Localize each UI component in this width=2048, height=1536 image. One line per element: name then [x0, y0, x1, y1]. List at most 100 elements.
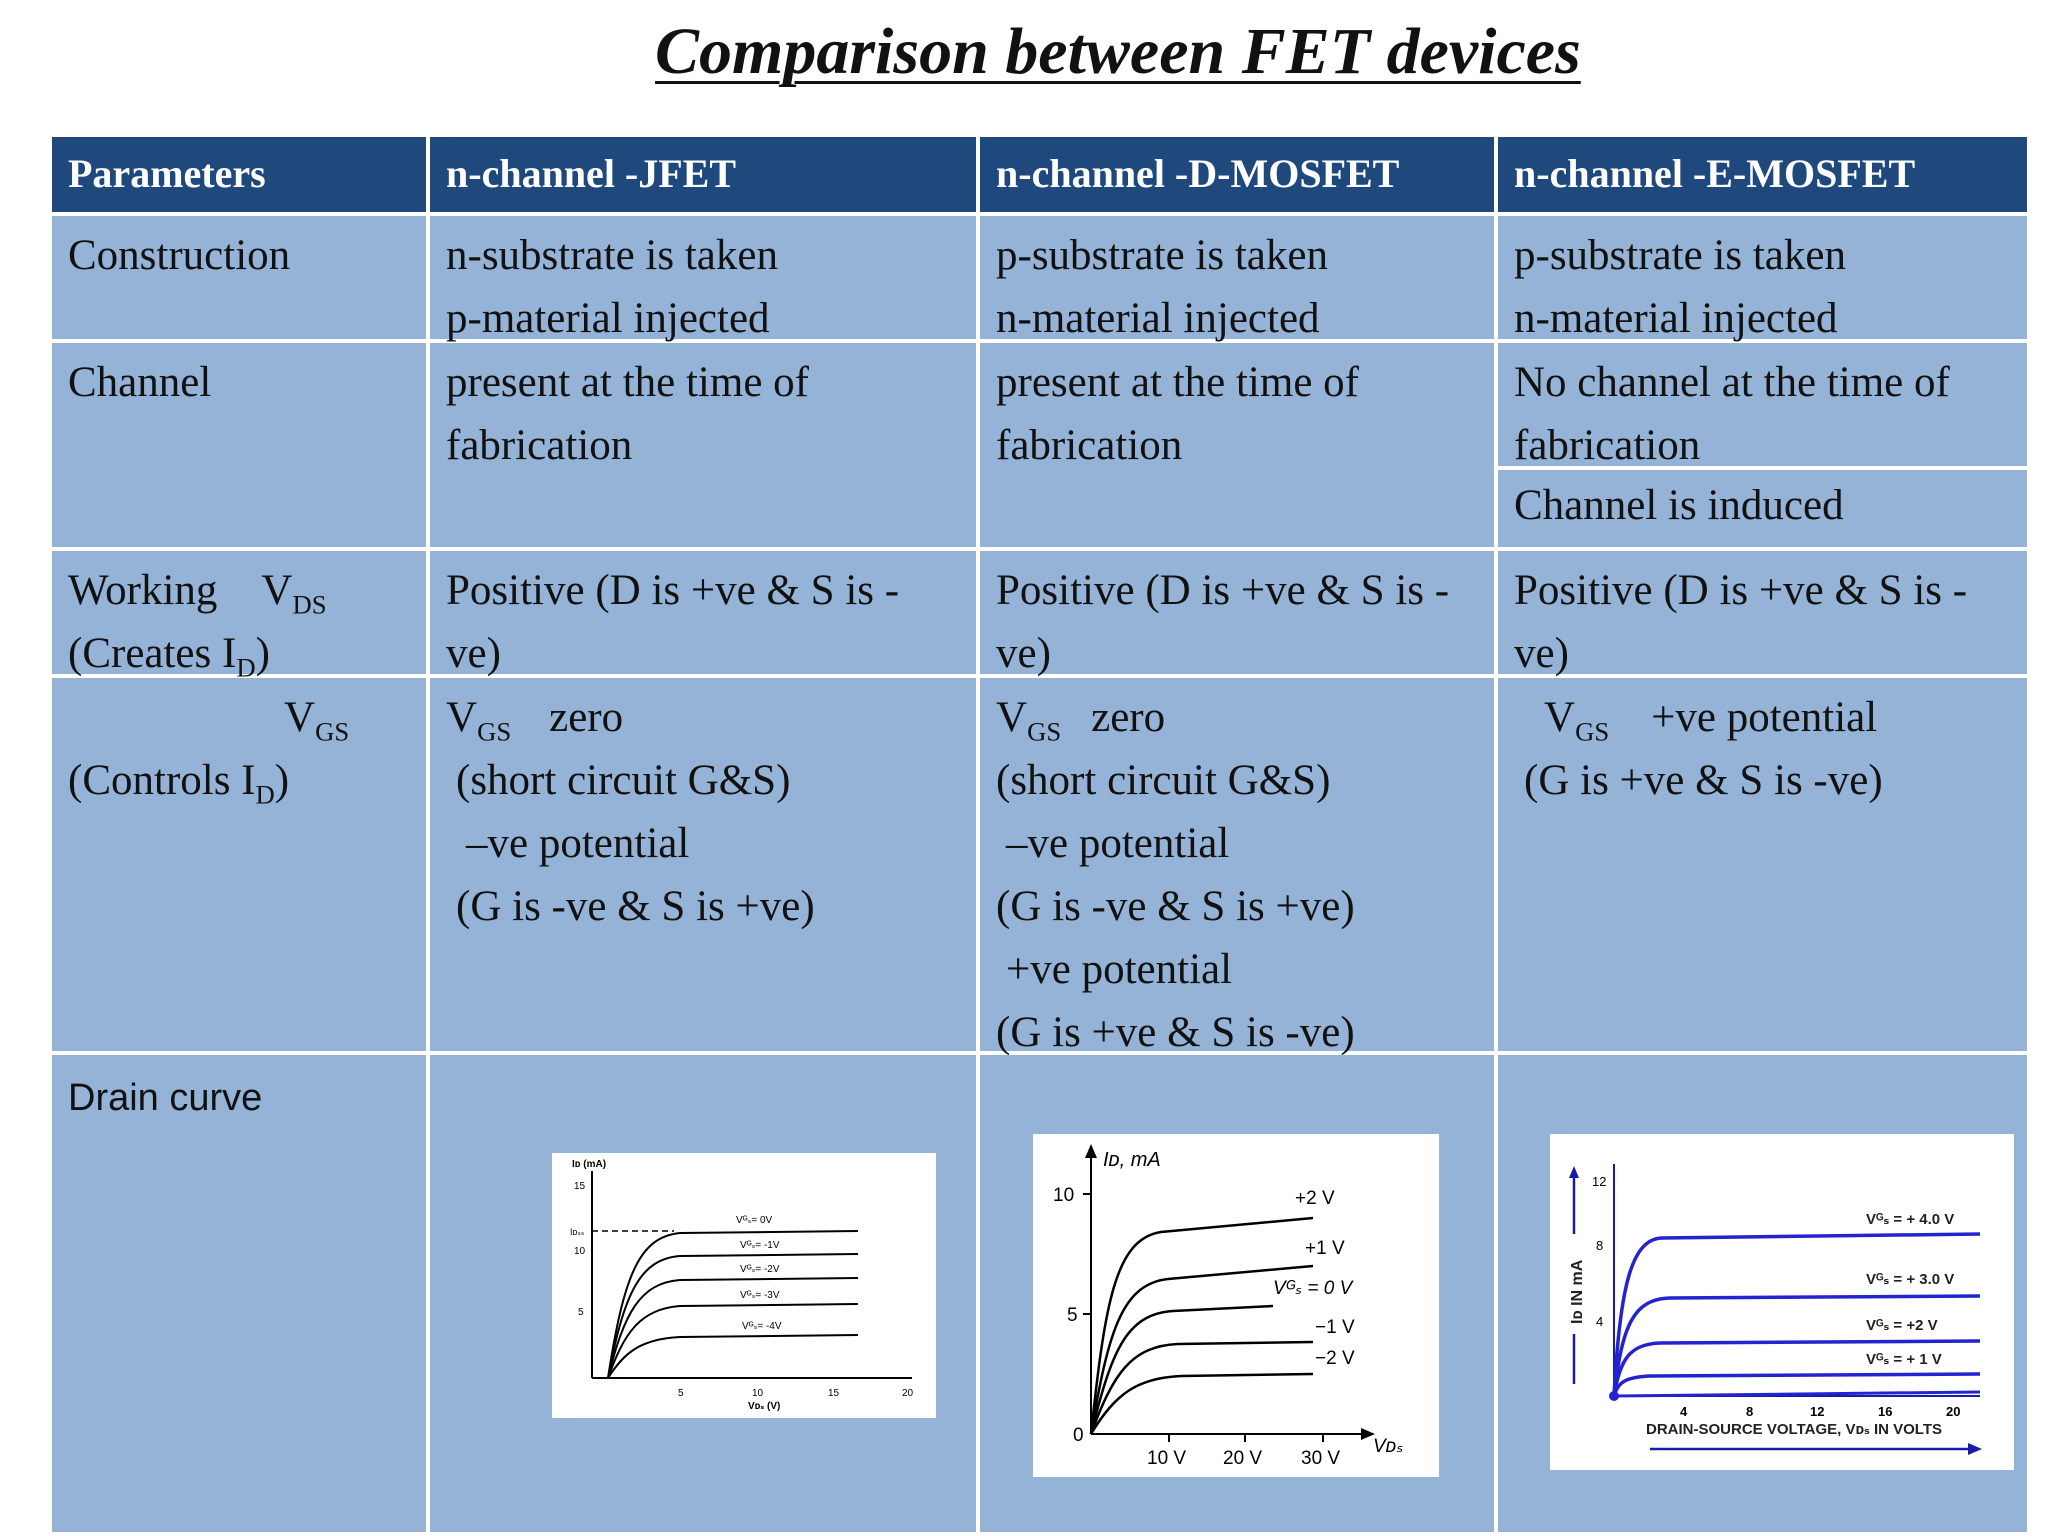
emos-y-axis-label: Iᴅ IN mA — [1569, 1259, 1586, 1324]
row-construction-label: Construction — [52, 216, 426, 339]
dmos-y-axis-label: Iᴅ, mA — [1103, 1149, 1161, 1171]
header-emosfet: n-channel -E-MOSFET — [1498, 137, 2027, 212]
jfet-x-tick: 15 — [828, 1388, 840, 1399]
dmos-x-arrow-icon — [1361, 1428, 1375, 1440]
header-parameters: Parameters — [52, 137, 426, 212]
jfet-x-axis-label: Vᴅₛ (V) — [748, 1401, 780, 1412]
dmos-curve-plus1v — [1089, 1264, 1314, 1435]
dmos-y-tick: 5 — [1067, 1305, 1078, 1326]
emos-x-tick: 20 — [1946, 1404, 1960, 1419]
jfet-curve-minus1v — [607, 1253, 859, 1379]
vgs-emosfet: VGS +ve potential (G is +ve & S is -ve) — [1498, 678, 2027, 1051]
working-creates-line: (Creates ID) — [68, 630, 270, 683]
channel-emosfet-induced: Channel is induced — [1498, 470, 2027, 547]
dmos-curve-minus2v — [1089, 1372, 1314, 1435]
jfet-idss-mark: Iᴅₛₛ — [570, 1227, 584, 1237]
construction-jfet-line: p-material injected — [446, 295, 770, 342]
vgs-emosfet-line: VGS +ve potential — [1544, 694, 1878, 747]
emos-origin-dot — [1609, 1391, 1619, 1401]
emos-x-tick: 4 — [1680, 1404, 1688, 1419]
jfet-curve-label: Vᴳₛ= -1V — [740, 1240, 780, 1251]
emos-curve-plus3v — [1612, 1294, 1981, 1397]
jfet-x-tick: 10 — [752, 1388, 764, 1399]
vgs-jfet-line: –ve potential — [466, 820, 690, 867]
comparison-table: Parameters n-channel -JFET n-channel -D-… — [52, 137, 2027, 1532]
emos-curve-label: Vᴳₛ = + 4.0 V — [1866, 1211, 1954, 1228]
dmos-x-tick: 20 V — [1223, 1448, 1262, 1469]
emos-x-right-arrow-icon — [1968, 1443, 1982, 1455]
jfet-y-tick: 15 — [574, 1181, 586, 1192]
channel-label: Channel — [68, 359, 212, 406]
dmos-y-tick: 0 — [1073, 1425, 1084, 1446]
jfet-drain-svg: Iᴅ (mA) 15 10 5 Iᴅₛₛ 5 10 15 20 Vᴅₛ (V) … — [570, 1159, 914, 1412]
jfet-y-tick: 5 — [578, 1307, 584, 1318]
working-emosfet-line: Positive (D is +ve & S is - — [1514, 567, 1968, 614]
dmos-curve-plus2v — [1089, 1216, 1314, 1435]
emos-y-tick: 8 — [1596, 1238, 1603, 1253]
drain-curve-label: Drain curve — [68, 1077, 263, 1119]
jfet-curve-minus2v — [607, 1277, 859, 1379]
jfet-curve-label: Vᴳₛ= -3V — [740, 1290, 780, 1301]
channel-emosfet-line: No channel at the time of — [1514, 359, 1950, 406]
jfet-x-tick: 5 — [678, 1388, 684, 1399]
construction-dmosfet-line: p-substrate is taken — [996, 232, 1328, 279]
dmos-curve-label: +1 V — [1305, 1238, 1345, 1259]
construction-jfet: n-substrate is taken p-material injected — [430, 216, 976, 342]
construction-emosfet-line: n-material injected — [1514, 295, 1838, 342]
working-emosfet-line: ve) — [1514, 630, 1569, 677]
working-emosfet: Positive (D is +ve & S is - ve) — [1498, 551, 2027, 677]
vgs-jfet-line: VGS zero — [446, 694, 624, 747]
jfet-curve-0v — [607, 1230, 859, 1379]
vgs-dmosfet-line: +ve potential — [1006, 946, 1233, 993]
jfet-drain-plot: Iᴅ (mA) 15 10 5 Iᴅₛₛ 5 10 15 20 Vᴅₛ (V) … — [552, 1153, 936, 1418]
dmos-y-arrow-icon — [1085, 1144, 1097, 1158]
vgs-dmosfet-line: VGS zero — [996, 694, 1166, 747]
construction-emosfet: p-substrate is taken n-material injected — [1498, 216, 2027, 342]
emos-curve-plus4v — [1612, 1232, 1981, 1397]
header-dmosfet: n-channel -D-MOSFET — [980, 137, 1494, 212]
jfet-y-tick: 10 — [574, 1246, 586, 1257]
construction-dmosfet-line: n-material injected — [996, 295, 1320, 342]
emos-x-tick: 8 — [1746, 1404, 1753, 1419]
emos-curve-label: Vᴳₛ = + 3.0 V — [1866, 1271, 1954, 1288]
construction-jfet-line: n-substrate is taken — [446, 232, 778, 279]
vgs-dmosfet-line: (G is +ve & S is -ve) — [996, 1009, 1355, 1056]
channel-emosfet-line: fabrication — [1514, 422, 1701, 469]
emos-curve-label: Vᴳₛ = +2 V — [1866, 1317, 1938, 1334]
channel-jfet-line: present at the time of — [446, 359, 809, 406]
working-jfet-line: Positive (D is +ve & S is - — [446, 567, 900, 614]
construction-label: Construction — [68, 232, 291, 279]
vgs-dmosfet-line: (short circuit G&S) — [996, 757, 1331, 804]
emosfet-drain-svg: Iᴅ IN mA 12 8 4 4 8 12 16 20 DRAIN-SOURC… — [1569, 1164, 1982, 1455]
dmosfet-drain-svg: Iᴅ, mA 10 5 0 10 V 20 V 30 V Vᴅₛ +2 V +1… — [1053, 1144, 1403, 1469]
vgs-jfet: VGS zero (short circuit G&S) –ve potentia… — [430, 678, 976, 1051]
working-dmosfet-line: ve) — [996, 630, 1051, 677]
dmosfet-drain-plot: Iᴅ, mA 10 5 0 10 V 20 V 30 V Vᴅₛ +2 V +1… — [1033, 1134, 1439, 1477]
dmos-x-tick: 30 V — [1301, 1448, 1340, 1469]
dmos-x-tick: 10 V — [1147, 1448, 1186, 1469]
dmos-curve-label: −2 V — [1315, 1348, 1355, 1369]
dmos-curve-0v — [1089, 1304, 1274, 1435]
construction-dmosfet: p-substrate is taken n-material injected — [980, 216, 1494, 342]
working-jfet-line: ve) — [446, 630, 501, 677]
emos-x-axis-label: DRAIN-SOURCE VOLTAGE, Vᴅₛ IN VOLTS — [1646, 1421, 1942, 1438]
channel-dmosfet-line: present at the time of — [996, 359, 1359, 406]
row-vgs-label: VGS (Controls ID) — [52, 678, 426, 1051]
jfet-curve-minus4v — [607, 1334, 859, 1379]
construction-emosfet-line: p-substrate is taken — [1514, 232, 1846, 279]
vgs-dmosfet-line: (G is -ve & S is +ve) — [996, 883, 1355, 930]
vgs-controls-line: (Controls ID) — [68, 757, 290, 810]
emos-y-up-arrow-icon — [1569, 1166, 1579, 1178]
jfet-curve-minus3v — [607, 1303, 859, 1379]
dmos-curve-label: Vᴳₛ = 0 V — [1273, 1278, 1355, 1299]
emos-y-tick: 12 — [1592, 1174, 1606, 1189]
emos-curve-threshold — [1613, 1390, 1981, 1398]
row-drain-label: Drain curve — [52, 1055, 426, 1532]
working-dmosfet-line: Positive (D is +ve & S is - — [996, 567, 1450, 614]
dmos-curve-label: −1 V — [1315, 1317, 1355, 1338]
channel-induced-text: Channel is induced — [1514, 482, 1844, 529]
dmos-curve-label: +2 V — [1295, 1188, 1335, 1209]
dmos-y-tick: 10 — [1053, 1185, 1074, 1206]
dmos-x-axis-label: Vᴅₛ — [1373, 1436, 1403, 1457]
vgs-jfet-line: (short circuit G&S) — [456, 757, 791, 804]
